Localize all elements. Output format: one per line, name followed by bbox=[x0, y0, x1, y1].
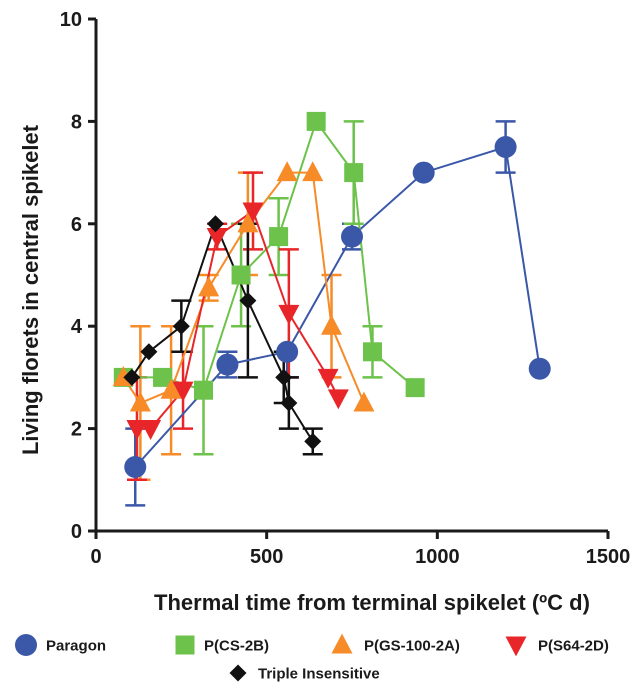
x-tick-label: 0 bbox=[90, 546, 101, 568]
p-cs-2b-data-point bbox=[344, 163, 364, 183]
legend-label-p-cs-2b: P(CS-2B) bbox=[204, 638, 269, 655]
legend-marker-paragon bbox=[15, 634, 37, 656]
y-tick-label: 6 bbox=[71, 214, 82, 236]
legend-item-p-cs-2b: P(CS-2B) bbox=[175, 635, 269, 655]
legend-marker-p-cs-2b bbox=[175, 635, 195, 655]
p-s64-2d-data-point bbox=[206, 228, 228, 248]
paragon-data-point bbox=[276, 340, 299, 363]
p-s64-2d-data-point bbox=[140, 420, 162, 440]
triple-insensitive-data-point bbox=[275, 368, 293, 386]
triple-insensitive-data-point bbox=[140, 343, 158, 361]
paragon-data-point bbox=[412, 161, 435, 184]
triple-insensitive-data-point bbox=[206, 215, 224, 233]
axes-layer bbox=[94, 19, 608, 533]
p-gs-100-2a-data-point bbox=[237, 212, 259, 233]
paragon-data-point bbox=[494, 136, 517, 158]
x-tick-label: 500 bbox=[250, 546, 283, 568]
p-cs-2b-data-point bbox=[362, 342, 382, 362]
legend-label-triple-insensitive: Triple Insensitive bbox=[258, 666, 380, 683]
legend-label-p-s64-2d: P(S64-2D) bbox=[538, 638, 609, 655]
triple-insensitive-data-point bbox=[172, 317, 190, 335]
legend-item-triple-insensitive: Triple Insensitive bbox=[229, 664, 380, 683]
y-tick-label: 4 bbox=[71, 316, 83, 338]
legend-item-p-s64-2d: P(S64-2D) bbox=[505, 636, 609, 657]
y-tick-label: 10 bbox=[60, 9, 82, 31]
p-cs-2b-data-point bbox=[153, 367, 173, 387]
p-gs-100-2a-data-point bbox=[302, 161, 324, 182]
legend: Paragon P(CS-2B) P(GS-100-2A) P(S64-2D) Trip… bbox=[15, 633, 609, 683]
x-tick-label: 1500 bbox=[586, 546, 631, 568]
p-s64-2d-data-point bbox=[278, 304, 300, 325]
legend-marker-triple-insensitive bbox=[229, 664, 247, 682]
p-s64-2d-data-point bbox=[317, 368, 339, 389]
legend-label-p-gs-100-2a: P(GS-100-2A) bbox=[364, 638, 460, 655]
legend-marker-p-gs-100-2a bbox=[331, 633, 353, 654]
triple-insensitive-data-point bbox=[304, 432, 322, 450]
p-cs-2b-data-point bbox=[194, 380, 214, 400]
p-s64-2d-data-point bbox=[327, 389, 349, 410]
p-s64-2d-data-point bbox=[126, 420, 148, 440]
y-tick-label: 0 bbox=[71, 521, 82, 543]
ticks-layer: 0 500 1000 1500 0 2 4 6 8 10 bbox=[60, 9, 631, 568]
x-axis-title: Thermal time from terminal spikelet (ºC … bbox=[154, 590, 590, 615]
p-cs-2b-data-point bbox=[231, 265, 251, 285]
p-cs-2b-data-point bbox=[269, 227, 289, 247]
p-gs-100-2a-data-point bbox=[129, 391, 151, 412]
triple-insensitive-data-point bbox=[239, 292, 257, 310]
y-tick-label: 8 bbox=[71, 111, 82, 133]
x-tick-label: 1000 bbox=[415, 546, 460, 568]
triple-insensitive-data-point bbox=[123, 368, 141, 386]
p-s64-2d-data-point bbox=[172, 381, 194, 402]
p-gs-100-2a-data-point bbox=[198, 276, 220, 297]
paragon-data-point bbox=[124, 456, 147, 478]
triple-insensitive-data-point bbox=[280, 394, 298, 412]
p-s64-2d-data-point bbox=[242, 202, 264, 223]
markers-layer bbox=[112, 111, 551, 478]
p-gs-100-2a-data-point bbox=[353, 391, 375, 412]
legend-marker-p-s64-2d bbox=[505, 636, 527, 657]
paragon-data-point bbox=[341, 225, 363, 248]
y-tick-label: 2 bbox=[71, 419, 82, 441]
p-cs-2b-data-point bbox=[306, 111, 326, 131]
paragon-data-point bbox=[216, 353, 239, 376]
p-cs-2b-data-point bbox=[405, 378, 425, 398]
legend-item-p-gs-100-2a: P(GS-100-2A) bbox=[331, 633, 460, 655]
p-gs-100-2a-data-point bbox=[321, 314, 343, 335]
paragon-series-line bbox=[134, 145, 541, 468]
legend-item-paragon: Paragon bbox=[15, 634, 106, 656]
legend-label-paragon: Paragon bbox=[46, 638, 106, 655]
paragon-data-point bbox=[528, 357, 551, 380]
p-gs-100-2a-data-point bbox=[160, 378, 182, 399]
y-axis-title: Living florets in central spikelet bbox=[18, 124, 43, 455]
p-gs-100-2a-data-point bbox=[276, 161, 298, 182]
